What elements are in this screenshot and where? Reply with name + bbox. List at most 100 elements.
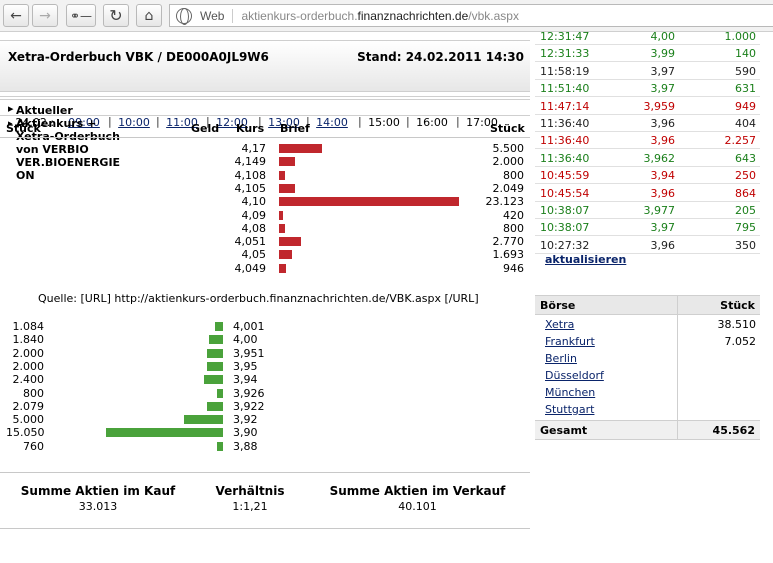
time-separator: |	[206, 115, 210, 128]
ask-price: 4,149	[234, 155, 267, 169]
summary-kauf: Summe Aktien im Kauf 33.013	[18, 484, 178, 513]
ask-quantity: 2.770	[492, 235, 525, 249]
ask-volume-bar	[279, 170, 286, 180]
time-link-0900[interactable]: 09:00	[68, 116, 100, 129]
ask-price: 4,17	[241, 142, 267, 155]
boerse-row: Frankfurt 7.052	[535, 333, 760, 350]
ask-price: 4,09	[241, 208, 267, 222]
boerse-link-berlin[interactable]: Berlin	[545, 352, 577, 365]
source-note: Quelle: [URL] http://aktienkurs-orderbuc…	[38, 292, 479, 305]
headline-label: Aktueller Aktienkurs + Xetra-Orderbuch v…	[16, 104, 121, 182]
time-separator: |	[406, 115, 410, 128]
time-link-1000[interactable]: 10:00	[118, 116, 150, 129]
trade-time: 11:36:40	[540, 134, 590, 148]
boerse-link-düsseldorf[interactable]: Düsseldorf	[545, 369, 604, 382]
trade-price: 3,96	[650, 238, 676, 252]
summary-kauf-label: Summe Aktien im Kauf	[20, 484, 176, 498]
bid-price: 3,88	[233, 439, 258, 453]
bid-row: 15.050 3,90	[0, 426, 530, 439]
summary-kauf-value: 33.013	[78, 500, 118, 513]
boerse-row: Berlin	[535, 350, 760, 367]
time-separator: |	[258, 115, 262, 128]
ask-quantity: 420	[503, 208, 524, 222]
trade-row: 10:45:54 3,96 864	[535, 185, 760, 202]
url-domain: finanznachrichten.de	[357, 8, 469, 23]
address-bar[interactable]: Web aktienkurs-orderbuch.finanznachricht…	[169, 4, 773, 27]
time-link-1300[interactable]: 13:00	[268, 116, 300, 129]
boerse-stueck: 38.510	[717, 318, 757, 331]
bid-price: 3,90	[233, 426, 258, 440]
trade-time: 10:27:32	[540, 238, 590, 252]
trade-price: 3,977	[643, 204, 676, 217]
trade-price: 3,97	[650, 82, 676, 96]
trade-row: 11:36:40 3,96 2.257	[535, 132, 760, 150]
trade-quantity: 795	[735, 221, 756, 235]
boerse-link-stuttgart[interactable]: Stuttgart	[545, 403, 595, 416]
ask-price: 4,049	[234, 261, 267, 275]
orderbook-panel: Xetra-Orderbuch VBK / DE000A0JL9W6 Stand…	[0, 32, 530, 563]
trade-quantity: 590	[735, 64, 756, 78]
password-button[interactable]: ⚭—	[66, 4, 96, 27]
time-separator: |	[156, 115, 160, 128]
bid-quantity: 760	[23, 439, 44, 453]
bid-volume-bar	[207, 348, 223, 358]
bid-volume-bar	[216, 388, 223, 398]
trade-row: 10:45:59 3,94 250	[535, 167, 760, 185]
trade-price: 3,96	[650, 186, 676, 200]
bid-price: 3,951	[233, 346, 265, 360]
time-link-1100[interactable]: 11:00	[166, 116, 198, 129]
trade-quantity: 2.257	[724, 134, 757, 148]
boerse-link-xetra[interactable]: Xetra	[545, 318, 575, 331]
trade-quantity: 949	[735, 99, 756, 113]
ask-quantity: 800	[503, 168, 524, 182]
bid-price: 4,001	[233, 320, 265, 333]
back-button[interactable]: ←	[3, 4, 29, 27]
bid-quantity: 800	[23, 386, 44, 400]
bid-price: 4,00	[233, 333, 258, 347]
ask-quantity: 800	[503, 221, 524, 235]
ask-row: 4,149 2.000	[0, 155, 530, 168]
ask-price: 4,105	[234, 181, 267, 195]
ask-quantity: 5.500	[492, 142, 525, 155]
trade-row: 12:31:47 4,00 1.000	[535, 28, 760, 45]
summary-verhaeltnis: Verhältnis 1:1,21	[200, 484, 300, 513]
home-button[interactable]: ⌂	[136, 4, 162, 27]
ask-volume-bar	[279, 223, 286, 233]
url-text[interactable]: aktienkurs-orderbuch.finanznachrichten.d…	[241, 9, 519, 23]
col-geld: Geld	[191, 122, 220, 135]
col-stueck-left: Stück	[6, 122, 41, 135]
reload-icon: ↻	[109, 6, 123, 25]
trade-time: 11:36:40	[540, 151, 590, 165]
boerse-link-münchen[interactable]: München	[545, 386, 596, 399]
ask-price: 4,08	[241, 221, 267, 235]
boerse-link-frankfurt[interactable]: Frankfurt	[545, 335, 595, 348]
boerse-row: Düsseldorf	[535, 367, 760, 384]
ask-row: 4,10 23.123	[0, 195, 530, 208]
trade-time: 12:31:33	[540, 47, 590, 61]
bid-volume-bar	[184, 415, 223, 425]
time-link-1700: 17:00	[466, 116, 498, 129]
trade-price: 3,94	[650, 169, 676, 183]
trade-row: 10:38:07 3,977 205	[535, 202, 760, 219]
bid-quantity: 1.084	[12, 320, 45, 333]
reload-button[interactable]: ↻	[103, 4, 129, 27]
time-separator: |	[108, 115, 112, 128]
trade-quantity: 643	[735, 151, 756, 165]
summary-top-divider	[0, 472, 530, 473]
gesamt-label: Gesamt	[540, 424, 588, 437]
time-link-1500: 15:00	[368, 116, 400, 129]
boerse-header: Börse Stück	[535, 295, 760, 315]
time-link-1400[interactable]: 14:00	[316, 116, 348, 129]
summary-verh-label: Verhältnis	[215, 484, 285, 498]
trade-quantity: 404	[735, 117, 756, 130]
bid-row: 2.000 3,951	[0, 347, 530, 360]
bid-volume-bar	[208, 335, 223, 345]
time-link-1200[interactable]: 12:00	[216, 116, 248, 129]
forward-button[interactable]: →	[32, 4, 58, 27]
trade-price: 4,00	[650, 30, 676, 43]
bid-quantity: 2.000	[12, 346, 45, 360]
refresh-link[interactable]: aktualisieren	[545, 253, 627, 266]
date-label: 24.02.:	[8, 116, 54, 129]
trade-quantity: 864	[735, 186, 756, 200]
bid-price: 3,926	[233, 386, 265, 400]
